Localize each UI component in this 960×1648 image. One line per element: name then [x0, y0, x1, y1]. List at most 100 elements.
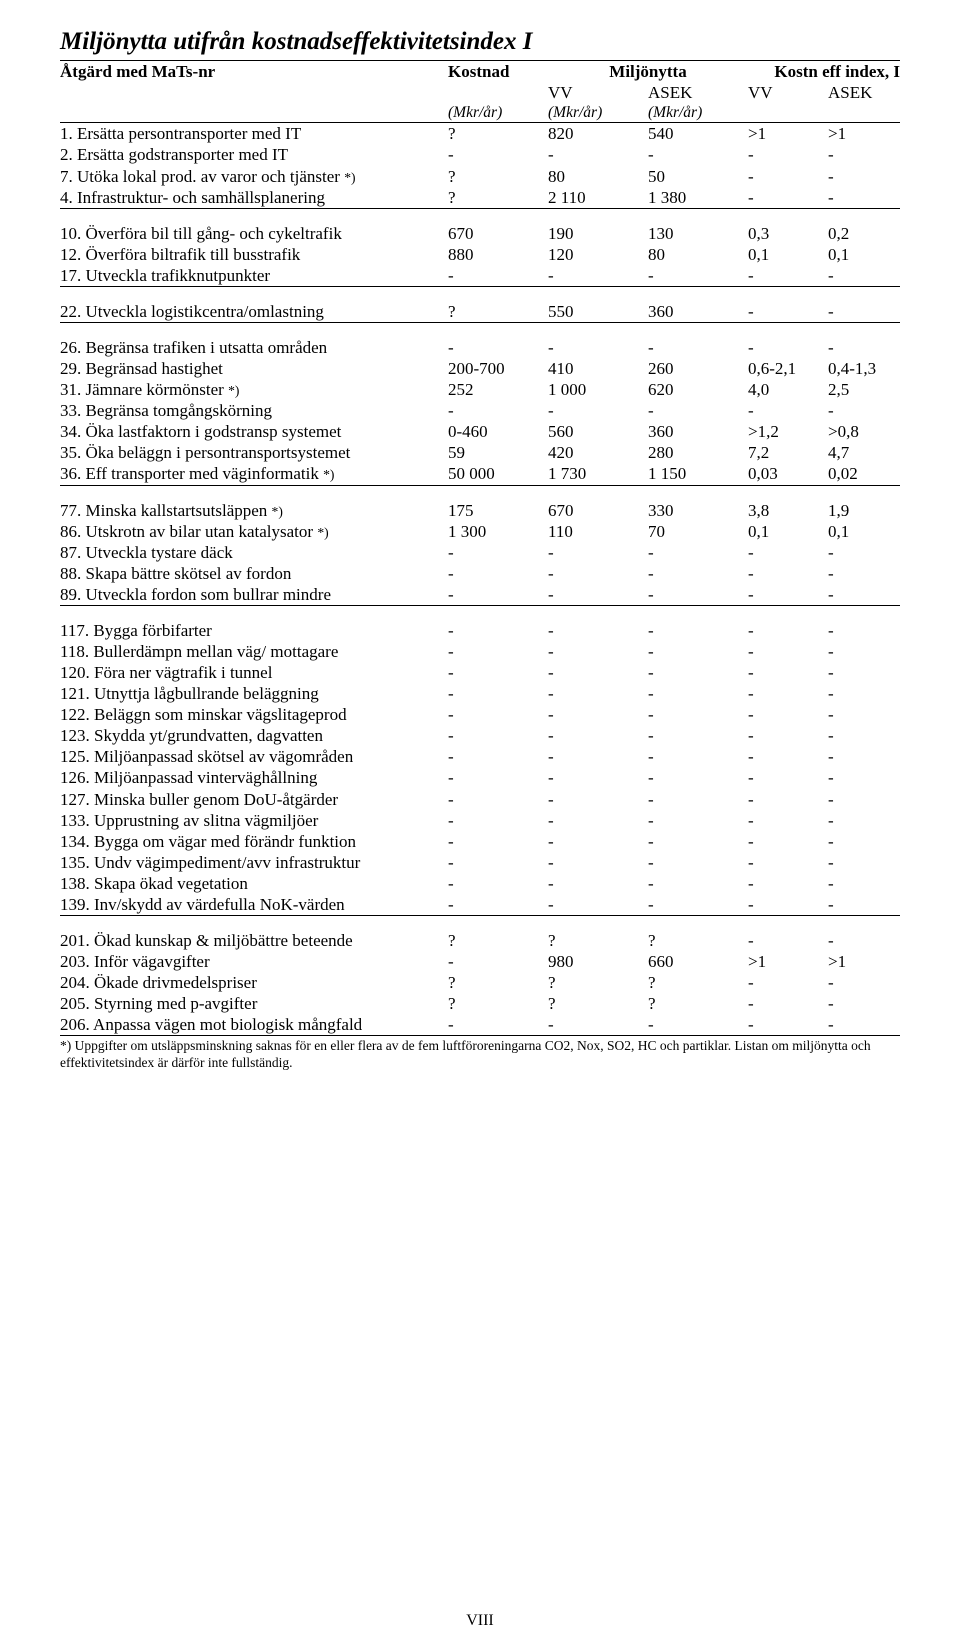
row-cell: -: [748, 542, 828, 563]
row-cell: 7,2: [748, 442, 828, 463]
row-cell: 3,8: [748, 500, 828, 521]
row-cell: -: [748, 265, 828, 287]
row-cell: -: [448, 265, 548, 287]
row-cell: 200-700: [448, 358, 548, 379]
row-cell: -: [648, 1014, 748, 1036]
row-cell: 0,1: [828, 521, 900, 542]
row-cell: -: [828, 767, 900, 788]
table-row: 135. Undv vägimpediment/avv infrastruktu…: [60, 852, 900, 873]
row-cell: -: [448, 831, 548, 852]
row-cell: -: [748, 704, 828, 725]
row-cell: -: [748, 683, 828, 704]
row-cell: -: [648, 704, 748, 725]
row-label: 1. Ersätta persontransporter med IT: [60, 123, 448, 144]
row-cell: -: [648, 767, 748, 788]
row-cell: -: [828, 972, 900, 993]
row-cell: -: [748, 662, 828, 683]
row-cell: 1,9: [828, 500, 900, 521]
row-cell: -: [548, 852, 648, 873]
row-label: 86. Utskrotn av bilar utan katalysator *…: [60, 521, 448, 542]
row-label: 127. Minska buller genom DoU-åtgärder: [60, 789, 448, 810]
row-cell: ?: [448, 166, 548, 187]
row-cell: -: [748, 337, 828, 358]
row-cell: -: [648, 662, 748, 683]
section-rule: [60, 286, 900, 301]
row-cell: 1 730: [548, 463, 648, 485]
row-cell: -: [828, 400, 900, 421]
row-cell: -: [648, 852, 748, 873]
row-cell: -: [448, 746, 548, 767]
row-cell: -: [548, 831, 648, 852]
row-cell: 190: [548, 223, 648, 244]
row-cell: -: [828, 683, 900, 704]
row-cell: >1: [748, 951, 828, 972]
row-cell: -: [748, 301, 828, 323]
row-cell: ?: [448, 123, 548, 144]
row-cell: 175: [448, 500, 548, 521]
section-rule: [60, 208, 900, 223]
row-label: 87. Utveckla tystare däck: [60, 542, 448, 563]
row-cell: 360: [648, 301, 748, 323]
row-cell: 50: [648, 166, 748, 187]
row-cell: >1: [828, 951, 900, 972]
row-cell: -: [828, 852, 900, 873]
row-label: 201. Ökad kunskap & miljöbättre beteende: [60, 930, 448, 951]
row-cell: -: [448, 337, 548, 358]
row-cell: -: [548, 789, 648, 810]
row-cell: -: [748, 144, 828, 165]
row-cell: 2 110: [548, 187, 648, 209]
table-row: 126. Miljöanpassad vinterväghållning----…: [60, 767, 900, 788]
row-cell: -: [648, 831, 748, 852]
row-cell: 4,0: [748, 379, 828, 400]
row-cell: 120: [548, 244, 648, 265]
row-cell: 0,1: [828, 244, 900, 265]
row-cell: -: [828, 930, 900, 951]
section-rule: [60, 916, 900, 931]
row-cell: ?: [548, 993, 648, 1014]
row-cell: -: [828, 704, 900, 725]
row-cell: -: [828, 1014, 900, 1036]
row-cell: >1,2: [748, 421, 828, 442]
table-row: 4. Infrastruktur- och samhällsplanering?…: [60, 187, 900, 209]
row-cell: -: [748, 641, 828, 662]
row-cell: 0,1: [748, 244, 828, 265]
row-cell: -: [748, 166, 828, 187]
table-header-row: Åtgärd med MaTs-nr Kostnad Miljönytta Ko…: [60, 61, 900, 82]
header-label: Åtgärd med MaTs-nr: [60, 61, 448, 82]
row-cell: -: [648, 337, 748, 358]
table-row: 7. Utöka lokal prod. av varor och tjänst…: [60, 166, 900, 187]
table-row: 35. Öka beläggn i persontransportsysteme…: [60, 442, 900, 463]
row-cell: -: [448, 400, 548, 421]
row-cell: -: [828, 662, 900, 683]
row-cell: 670: [448, 223, 548, 244]
table-row: 205. Styrning med p-avgifter???--: [60, 993, 900, 1014]
row-cell: 540: [648, 123, 748, 144]
table-row: 77. Minska kallstartsutsläppen *)1756703…: [60, 500, 900, 521]
row-cell: 0-460: [448, 421, 548, 442]
row-cell: -: [548, 641, 648, 662]
row-cell: ?: [648, 930, 748, 951]
row-cell: 110: [548, 521, 648, 542]
row-label: 120. Föra ner vägtrafik i tunnel: [60, 662, 448, 683]
row-cell: 820: [548, 123, 648, 144]
row-cell: -: [548, 400, 648, 421]
row-cell: 80: [548, 166, 648, 187]
row-label: 36. Eff transporter med väginformatik *): [60, 463, 448, 485]
row-label: 206. Anpassa vägen mot biologisk mångfal…: [60, 1014, 448, 1036]
table-row: 134. Bygga om vägar med förändr funktion…: [60, 831, 900, 852]
row-cell: ?: [548, 930, 648, 951]
row-cell: -: [548, 1014, 648, 1036]
sub-vv-2: VV: [748, 82, 828, 103]
row-label: 17. Utveckla trafikknutpunkter: [60, 265, 448, 287]
row-cell: -: [748, 873, 828, 894]
row-cell: -: [548, 563, 648, 584]
row-label: 31. Jämnare körmönster *): [60, 379, 448, 400]
row-cell: ?: [448, 187, 548, 209]
row-label: 7. Utöka lokal prod. av varor och tjänst…: [60, 166, 448, 187]
table-row: 12. Överföra biltrafik till busstrafik88…: [60, 244, 900, 265]
row-cell: -: [448, 563, 548, 584]
row-cell: -: [748, 789, 828, 810]
row-cell: 880: [448, 244, 548, 265]
row-cell: -: [448, 620, 548, 641]
row-cell: -: [448, 951, 548, 972]
